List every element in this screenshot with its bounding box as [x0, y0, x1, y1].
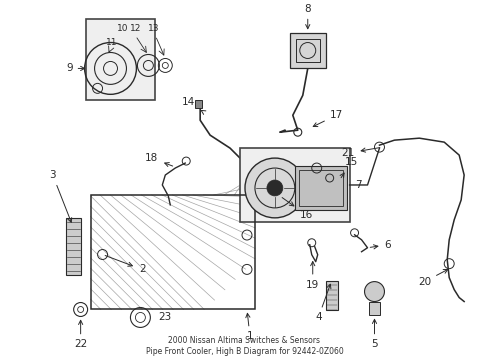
Text: 12: 12 — [130, 24, 142, 33]
Bar — [85, 19, 155, 100]
Text: 10: 10 — [116, 24, 128, 33]
Text: 16: 16 — [282, 198, 312, 220]
Text: 13: 13 — [148, 24, 160, 33]
Bar — [298, 170, 342, 206]
Text: 5: 5 — [370, 319, 377, 350]
Text: 2000 Nissan Altima Switches & Sensors
Pipe Front Cooler, High B Diagram for 9244: 2000 Nissan Altima Switches & Sensors Pi… — [145, 336, 343, 356]
Circle shape — [364, 282, 384, 302]
Bar — [289, 32, 325, 68]
Bar — [325, 280, 337, 310]
Text: 2: 2 — [105, 256, 145, 274]
Text: 21: 21 — [341, 148, 379, 158]
Text: 8: 8 — [304, 4, 310, 29]
Circle shape — [244, 158, 304, 218]
Bar — [195, 100, 202, 108]
Bar — [240, 148, 349, 222]
Circle shape — [266, 180, 282, 196]
Bar — [90, 195, 254, 310]
Bar — [294, 166, 346, 210]
Text: 18: 18 — [145, 153, 172, 166]
Text: 1: 1 — [245, 313, 253, 341]
Text: 11: 11 — [105, 38, 117, 47]
Text: 7: 7 — [355, 180, 362, 190]
Bar — [65, 218, 81, 275]
Text: 4: 4 — [314, 284, 330, 323]
Text: 17: 17 — [313, 110, 342, 127]
Text: 22: 22 — [74, 320, 87, 350]
Text: 15: 15 — [339, 157, 357, 178]
Bar — [295, 39, 319, 62]
Text: 23: 23 — [158, 312, 171, 323]
Text: 14: 14 — [182, 97, 205, 114]
Bar — [368, 302, 380, 315]
Text: 20: 20 — [417, 270, 447, 287]
Text: 19: 19 — [305, 262, 319, 289]
Text: 9: 9 — [66, 63, 84, 73]
Text: 6: 6 — [369, 240, 390, 250]
Text: 3: 3 — [49, 170, 72, 222]
